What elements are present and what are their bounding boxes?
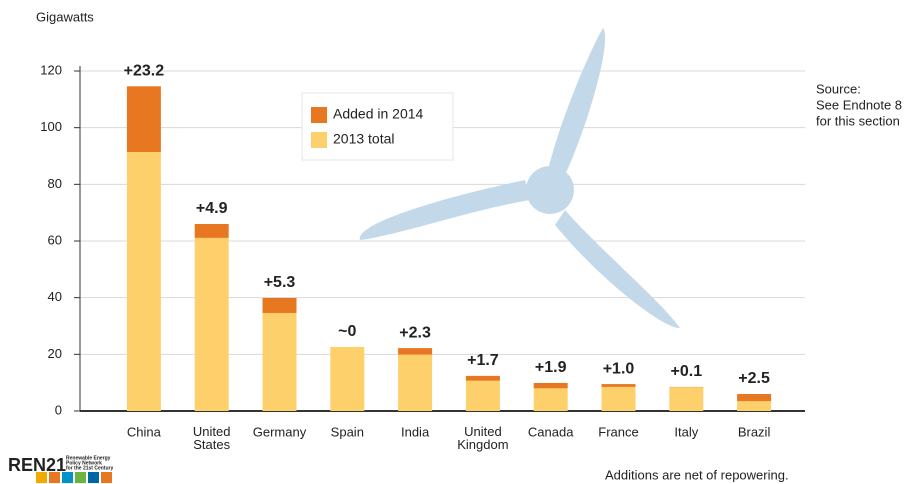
value-label: +1.0 [603,360,635,377]
bar-segment [737,394,772,402]
bar-segment [262,297,297,313]
bar-segment [194,224,229,238]
bar-segment [601,386,636,411]
y-tick-label: 60 [48,232,62,247]
x-tick-label: United States [193,424,231,452]
value-label: +0.1 [671,363,703,380]
legend-swatch [311,132,327,148]
x-tick-label: India [401,424,430,439]
source-note-line: for this section [816,113,900,128]
bar-segment [533,388,568,411]
legend-box [301,92,454,161]
bar-segment [465,375,500,381]
value-label: +5.3 [264,274,296,291]
bar-segment [194,237,229,411]
x-tick-label: France [598,424,638,439]
y-axis-label: Gigawatts [36,9,94,24]
source-note-line: Source: [816,81,861,96]
legend-swatch [311,107,327,123]
bar-segment [262,312,297,411]
y-tick-label: 40 [48,289,62,304]
bar-segment [398,348,433,355]
value-label: +1.9 [535,359,567,376]
value-label: +1.7 [467,352,499,369]
value-label: ~0 [338,323,356,340]
bar-segment [533,382,568,389]
legend-label: 2013 total [333,131,395,147]
turbine-decoration [359,28,680,329]
x-tick-label-line: United [193,424,231,439]
bar-segment [398,354,433,411]
bar-segment [601,384,636,387]
bar-segment [126,86,161,153]
x-tick-label: Canada [528,424,574,439]
bar-segment [465,380,500,411]
source-note-line: See Endnote 8 [816,97,902,112]
y-tick-label: 120 [40,62,62,77]
logo-subtitle: Policy Network [66,460,102,466]
bar-segment [737,401,772,411]
value-label: +4.9 [196,200,228,217]
value-label: +2.3 [399,324,431,341]
logo-subtitle: Renewable Energy [66,455,111,461]
logo: REN21 [8,455,66,475]
value-label: +23.2 [124,63,165,80]
x-tick-label: Germany [253,424,307,439]
y-tick-label: 0 [55,402,62,417]
bar-segment [126,152,161,412]
bar-segment [330,346,365,411]
y-tick-label: 20 [48,346,62,361]
x-tick-label-line: Kingdom [457,437,508,452]
x-tick-label: United Kingdom [457,424,508,452]
legend-label: Added in 2014 [333,106,424,122]
logo-icons [36,472,112,483]
footnote: Additions are net of repowering. [605,467,789,482]
bar-segment [669,387,704,411]
logo-subtitle: for the 21st Century [66,465,113,471]
y-tick-label: 80 [48,176,62,191]
x-tick-label-line: States [193,437,230,452]
x-tick-label: Spain [331,424,364,439]
x-tick-label-line: United [464,424,502,439]
x-tick-label: China [127,424,162,439]
x-tick-label: Italy [674,424,698,439]
x-tick-label: Brazil [738,424,771,439]
value-label: +2.5 [738,370,770,387]
y-tick-label: 100 [40,119,62,134]
